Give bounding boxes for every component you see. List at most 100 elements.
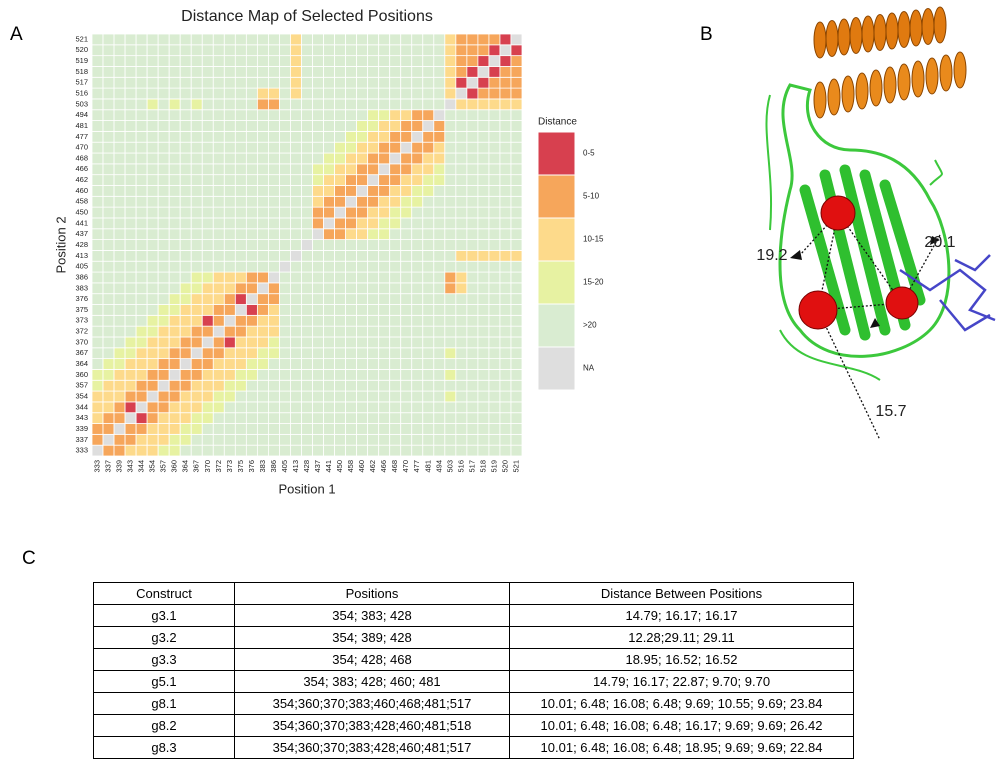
heatmap-cell (113, 379, 126, 392)
heatmap-cell (334, 304, 346, 316)
heatmap-cell (367, 390, 380, 403)
heatmap-cell (113, 66, 126, 78)
heatmap-cell (466, 44, 479, 57)
heatmap-cell (389, 33, 402, 46)
heatmap-cell (510, 379, 523, 392)
heatmap-cell (201, 217, 214, 230)
heatmap-cell (400, 433, 413, 446)
heatmap-cell (378, 314, 391, 327)
heatmap-cell (146, 260, 159, 273)
heatmap-cell (102, 130, 115, 143)
heatmap-cell (510, 120, 523, 132)
heatmap-cell (179, 44, 192, 57)
heatmap-cell (146, 282, 159, 295)
heatmap-cell (279, 98, 291, 111)
heatmap-cell (323, 379, 335, 392)
heatmap-cell (290, 282, 302, 295)
heatmap-cell (433, 163, 446, 176)
heatmap-cell (466, 325, 479, 338)
panel-label: C (22, 548, 36, 569)
x-tick-label: 494 (434, 460, 443, 473)
heatmap-cell (433, 336, 446, 349)
heatmap-cell (477, 369, 490, 381)
heatmap-cell (477, 260, 490, 273)
heatmap-cell (356, 33, 369, 46)
heatmap-cell (223, 304, 236, 316)
heatmap-cell (234, 163, 247, 176)
heatmap-cell (146, 379, 159, 392)
heatmap-cell (422, 423, 435, 435)
heatmap-cell (135, 163, 148, 176)
table-cell: 10.01; 6.48; 16.08; 6.48; 18.95; 9.69; 9… (509, 736, 854, 759)
heatmap-cell (201, 163, 214, 176)
heatmap-cell (312, 401, 324, 414)
heatmap-cell (190, 271, 203, 284)
heatmap-cell (146, 55, 159, 67)
heatmap-cell (433, 228, 446, 240)
heatmap-cell (345, 239, 358, 251)
heatmap-cell (466, 250, 479, 262)
heatmap-cell (190, 260, 203, 273)
heatmap-cell (234, 239, 247, 251)
heatmap-cell (378, 217, 391, 230)
heatmap-cell (268, 347, 280, 360)
heatmap-cell (135, 109, 148, 121)
y-tick-label: 437 (75, 229, 88, 238)
heatmap-cell (223, 250, 236, 262)
heatmap-cell (179, 66, 192, 78)
heatmap-cell (212, 76, 225, 89)
heatmap-cell (323, 76, 335, 89)
heatmap-cell (488, 369, 501, 381)
heatmap-cell (477, 444, 490, 457)
heatmap-cell (378, 163, 391, 176)
heatmap-cell (477, 314, 490, 327)
heatmap-cell (234, 250, 247, 262)
heatmap-cell (113, 44, 126, 57)
heatmap-cell (334, 163, 346, 176)
heatmap-cell (245, 423, 258, 435)
heatmap-cell (190, 358, 203, 370)
heatmap-cell (499, 336, 512, 349)
heatmap-cell (124, 76, 137, 89)
heatmap-cell (201, 412, 214, 424)
heatmap-cell (256, 185, 269, 197)
x-tick-label: 462 (368, 460, 377, 473)
heatmap-cell (433, 304, 446, 316)
heatmap-cell (157, 412, 170, 424)
y-tick-label: 343 (75, 413, 88, 422)
heatmap-cell (102, 379, 115, 392)
heatmap-cell (301, 260, 313, 273)
heatmap-cell (389, 325, 402, 338)
ligand (899, 254, 996, 332)
heatmap-cell (433, 390, 446, 403)
heatmap-cell (113, 120, 126, 132)
heatmap-cell (422, 239, 435, 251)
heatmap-cell (102, 66, 115, 78)
heatmap-cell (411, 163, 424, 176)
heatmap-cell (312, 185, 324, 197)
heatmap-cell (179, 433, 192, 446)
heatmap-cell (466, 217, 479, 230)
heatmap-cell (389, 44, 402, 57)
heatmap-cell (201, 76, 214, 89)
figure: Distance Map of Selected Positions Posit… (53, 6, 996, 496)
heatmap-cell (334, 44, 346, 57)
heatmap-cell (256, 76, 269, 89)
heatmap-cell (268, 271, 280, 284)
heatmap-cell (389, 433, 402, 446)
heatmap-cell (323, 66, 335, 78)
heatmap-cell (91, 130, 104, 143)
heatmap-cell (190, 444, 203, 457)
heatmap-cell (433, 412, 446, 424)
heatmap-cell (190, 33, 203, 46)
heatmap-cell (367, 152, 380, 165)
heatmap-cell (124, 44, 137, 57)
y-tick-label: 339 (75, 424, 88, 433)
heatmap-cell (201, 206, 214, 219)
heatmap-cell (356, 282, 369, 295)
heatmap-cell (356, 304, 369, 316)
heatmap-cell (124, 185, 137, 197)
heatmap-cell (444, 293, 457, 305)
helix-turn (849, 17, 863, 54)
heatmap-cell (102, 412, 115, 424)
